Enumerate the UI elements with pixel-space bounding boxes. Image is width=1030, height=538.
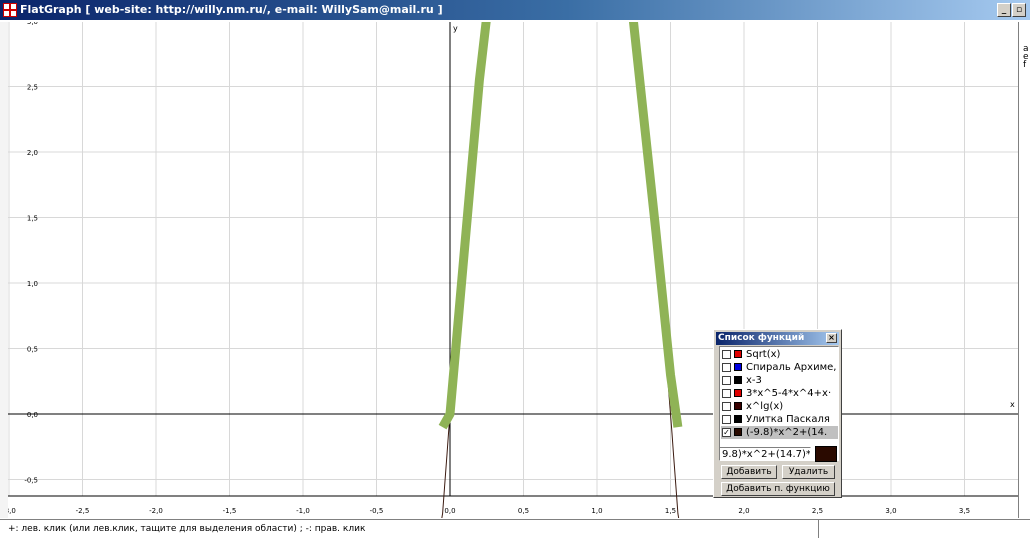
function-list[interactable]: Sqrt(x) Спираль Архиме, x-3 3*x^5-4*x^4+x· x… — [719, 346, 839, 461]
y-axis-label: y — [453, 24, 458, 33]
window-title: FlatGraph [ web-site: http://willy.nm.ru… — [20, 3, 443, 16]
function-checkbox[interactable] — [722, 363, 731, 372]
function-label: Sqrt(x) — [746, 349, 781, 360]
function-list-title-text: Список функций — [718, 333, 805, 343]
app-icon[interactable] — [3, 3, 17, 17]
function-color-swatch — [734, 376, 742, 384]
function-label: Спираль Архиме, — [746, 362, 837, 373]
x-tick-label: -1,0 — [296, 507, 310, 515]
function-list-item[interactable]: Спираль Архиме, — [721, 361, 838, 374]
right-panel-label: f — [1023, 60, 1027, 70]
right-panel-label: e — [1023, 52, 1029, 62]
function-checkbox[interactable] — [722, 415, 731, 424]
function-checkbox[interactable]: ✓ — [722, 428, 731, 437]
function-list-dialog[interactable]: Список функций × Sqrt(x) Спираль Архиме, x… — [713, 329, 842, 498]
function-curve — [438, 22, 683, 430]
function-list-item[interactable]: x-3 — [721, 374, 838, 387]
left-gutter — [0, 22, 8, 518]
function-color-swatch — [734, 402, 742, 410]
add-button[interactable]: Добавить — [721, 465, 777, 479]
x-axis-label: x — [1010, 400, 1015, 409]
y-tick-label: 0,0 — [27, 411, 38, 419]
function-color-swatch — [734, 350, 742, 358]
status-bar: +: лев. клик (или лев.клик, тащите для в… — [0, 519, 1030, 538]
x-tick-label: 0,0 — [444, 507, 455, 515]
function-checkbox[interactable] — [722, 350, 731, 359]
title-bar[interactable]: FlatGraph [ web-site: http://willy.nm.ru… — [0, 0, 1030, 20]
function-color-picker[interactable] — [815, 446, 837, 462]
y-tick-label: 3,0 — [27, 22, 38, 26]
x-tick-label: 3,5 — [959, 507, 970, 515]
status-separator — [818, 520, 819, 538]
function-checkbox[interactable] — [722, 389, 731, 398]
add-param-function-button[interactable]: Добавить п. функцию — [721, 482, 835, 496]
function-list-item[interactable]: ✓ (-9.8)*x^2+(14. — [721, 426, 838, 439]
function-color-swatch — [734, 363, 742, 371]
function-label: Улитка Паскаля — [746, 414, 830, 425]
delete-button[interactable]: Удалить — [782, 465, 835, 479]
function-list-item[interactable]: Улитка Паскаля — [721, 413, 838, 426]
function-color-swatch — [734, 389, 742, 397]
x-tick-label: 0,5 — [518, 507, 529, 515]
x-tick-label: -2,5 — [76, 507, 90, 515]
x-tick-label: -2,0 — [149, 507, 163, 515]
right-panel-label: a — [1023, 44, 1029, 54]
right-toolbar: a e f — [1018, 22, 1030, 518]
x-tick-label: 1,0 — [591, 507, 602, 515]
function-label: x^lg(x) — [746, 401, 784, 412]
function-edit-field[interactable]: 9.8)*x^2+(14.7)* — [719, 447, 811, 461]
x-tick-label: 2,5 — [812, 507, 823, 515]
x-tick-label: 2,0 — [738, 507, 749, 515]
function-list-item[interactable]: Sqrt(x) — [721, 348, 838, 361]
close-icon[interactable]: × — [826, 333, 837, 343]
function-label: (-9.8)*x^2+(14. — [746, 427, 828, 438]
function-checkbox[interactable] — [722, 376, 731, 385]
y-tick-label: 1,0 — [27, 280, 38, 288]
x-tick-label: -1,5 — [223, 507, 237, 515]
y-tick-label: 2,5 — [27, 84, 38, 92]
function-color-swatch — [734, 415, 742, 423]
function-label: 3*x^5-4*x^4+x· — [746, 388, 832, 399]
graph-canvas[interactable]: -5,5-5,0-4,5-4,0-3,5-3,0-2,5-2,0-1,5-1,0… — [8, 22, 1018, 518]
function-list-item[interactable]: 3*x^5-4*x^4+x· — [721, 387, 838, 400]
status-text: +: лев. клик (или лев.клик, тащите для в… — [8, 524, 366, 534]
function-label: x-3 — [746, 375, 762, 386]
y-tick-label: -0,5 — [24, 477, 38, 485]
function-list-item[interactable]: x^lg(x) — [721, 400, 838, 413]
y-tick-label: 2,0 — [27, 149, 38, 157]
x-tick-label: 3,0 — [885, 507, 896, 515]
x-tick-label: -3,0 — [8, 507, 16, 515]
function-checkbox[interactable] — [722, 402, 731, 411]
y-tick-label: 0,5 — [27, 346, 38, 354]
y-tick-label: 1,5 — [27, 215, 38, 223]
function-color-swatch — [734, 428, 742, 436]
minimize-button[interactable]: _ — [997, 3, 1011, 17]
x-tick-label: -0,5 — [370, 507, 384, 515]
function-list-title[interactable]: Список функций × — [716, 332, 839, 345]
restore-button[interactable]: ▫ — [1012, 3, 1026, 17]
x-tick-label: 1,5 — [665, 507, 676, 515]
